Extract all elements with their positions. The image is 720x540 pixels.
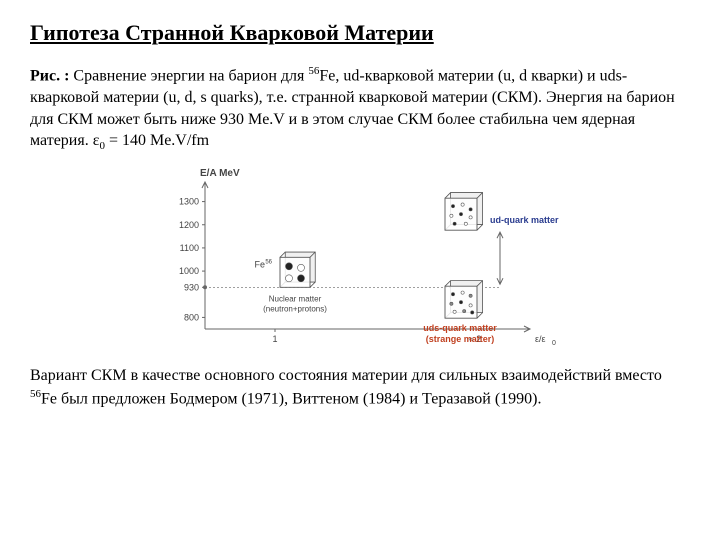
- page-title: Гипотеза Странной Кварковой Материи: [30, 20, 690, 46]
- fe-mass: 56: [308, 65, 319, 77]
- figure-container: E/A MeV13001200110010009308001≈ 2ε/ε0Fe5…: [30, 164, 690, 349]
- conclusion-b: Fe был предложен Бодмером (1971), Виттен…: [41, 390, 542, 407]
- caption-label: Рис. :: [30, 67, 69, 84]
- caption-text-3: = 140 Me.V/fm: [105, 132, 209, 149]
- energy-chart: E/A MeV13001200110010009308001≈ 2ε/ε0Fe5…: [150, 164, 570, 349]
- svg-text:56: 56: [265, 259, 272, 265]
- svg-text:930: 930: [184, 282, 199, 292]
- caption-text-1: Сравнение энергии на барион для: [69, 67, 308, 84]
- svg-text:1200: 1200: [179, 220, 199, 230]
- conclusion-text: Вариант СКМ в качестве основного состоян…: [30, 365, 690, 410]
- svg-text:ε/ε: ε/ε: [535, 334, 546, 344]
- svg-text:Fe: Fe: [254, 259, 265, 269]
- svg-text:1000: 1000: [179, 266, 199, 276]
- svg-text:1: 1: [272, 334, 277, 344]
- svg-text:ud-quark matter: ud-quark matter: [490, 215, 559, 225]
- svg-text:0: 0: [552, 340, 556, 347]
- svg-text:uds-quark matter: uds-quark matter: [423, 323, 497, 333]
- svg-text:800: 800: [184, 313, 199, 323]
- svg-text:Nuclear matter: Nuclear matter: [269, 294, 322, 303]
- svg-text:E/A MeV: E/A MeV: [200, 168, 240, 179]
- svg-text:(strange matter): (strange matter): [426, 334, 495, 344]
- svg-text:(neutron+protons): (neutron+protons): [263, 304, 327, 313]
- svg-text:1300: 1300: [179, 197, 199, 207]
- fe-mass-2: 56: [30, 388, 41, 400]
- figure-caption: Рис. : Сравнение энергии на барион для 5…: [30, 64, 690, 154]
- svg-text:1100: 1100: [180, 243, 199, 253]
- conclusion-a: Вариант СКМ в качестве основного состоян…: [30, 367, 662, 384]
